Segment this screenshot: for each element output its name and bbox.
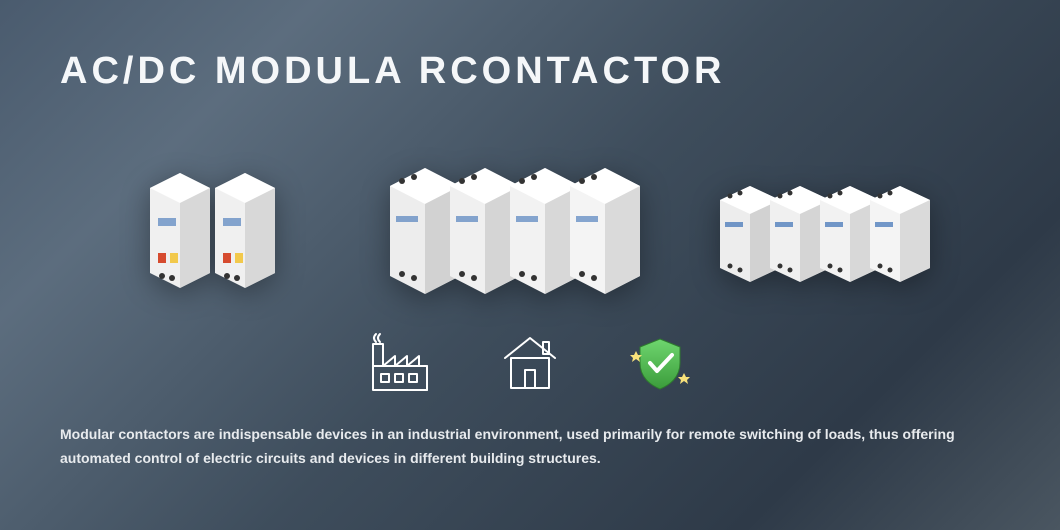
infographic-banner: AC/DC MODULA RCONTACTOR: [0, 0, 1060, 530]
product-quad-short: [700, 148, 960, 298]
description-text: Modular contactors are indispensable dev…: [60, 423, 1000, 471]
product-row: [60, 148, 1000, 298]
product-quad-tall: [370, 148, 670, 298]
icon-row: [60, 328, 1000, 398]
product-single-pair: [100, 148, 340, 298]
house-icon: [495, 328, 565, 398]
factory-icon: [365, 328, 435, 398]
shield-check-icon: [625, 328, 695, 398]
page-title: AC/DC MODULA RCONTACTOR: [60, 50, 1000, 93]
